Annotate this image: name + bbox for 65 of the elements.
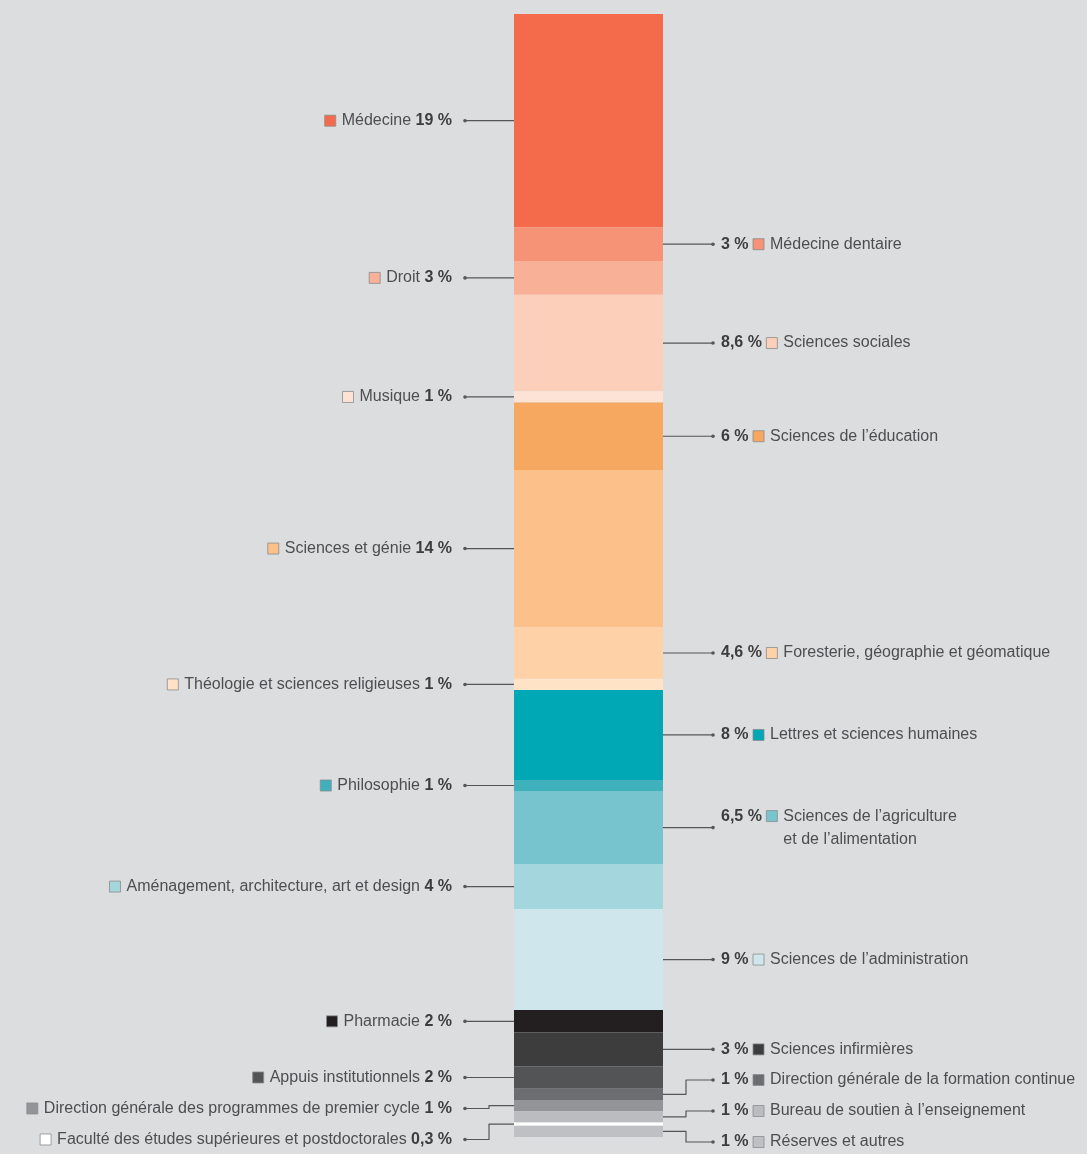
legend-label: Sciences de l’administration (770, 949, 969, 967)
legend-label: Sciences et génie (284, 538, 412, 556)
bar (514, 690, 663, 780)
data-label: 8,6 % (721, 333, 762, 351)
data-label: 1 % (721, 1070, 749, 1088)
data-label: 4,6 % (721, 643, 762, 661)
data-label: 3 % (721, 1039, 749, 1057)
data-label: 2 % (424, 1011, 453, 1029)
legend-label: Direction générale des programmes de premier cycle (43, 1098, 421, 1116)
legend-label: Aménagement, architecture, art et design (126, 876, 420, 894)
legend-label: Sciences sociales (783, 333, 911, 351)
bar (514, 294, 663, 392)
legend-label: Pharmacie (343, 1011, 421, 1029)
legend-label: Direction générale de la formation continue (770, 1070, 1076, 1088)
bar (514, 909, 663, 1011)
data-label: 4 % (424, 876, 453, 894)
bar (514, 261, 663, 295)
legend-label: Médecine dentaire (770, 234, 902, 252)
data-label: 1 % (424, 775, 453, 793)
bar (514, 227, 663, 262)
data-label: 9 % (721, 949, 749, 967)
bar (514, 14, 663, 228)
bar (514, 678, 663, 691)
legend-label: Bureau de soutien à l’enseignement (770, 1101, 1026, 1119)
legend-label: Appuis institutionnels (269, 1067, 420, 1085)
legend-label: Foresterie, géographie et géomatique (783, 643, 1051, 661)
bar (514, 1111, 663, 1123)
bar (514, 1099, 663, 1112)
data-label: 2 % (424, 1067, 453, 1085)
data-label: 3 % (424, 268, 453, 286)
legend-label: Droit (386, 268, 421, 286)
data-label: 1 % (424, 387, 453, 405)
bar (514, 391, 663, 403)
data-label: 19 % (415, 111, 452, 129)
data-label: 6,5 % (721, 806, 762, 824)
bar (514, 1122, 663, 1126)
legend-label: Musique (359, 387, 421, 405)
legend-label: Réserves et autres (770, 1132, 905, 1150)
data-label: 14 % (415, 538, 452, 556)
bar (514, 864, 663, 910)
data-label: 1 % (424, 674, 453, 692)
bar (514, 1088, 663, 1100)
bar (514, 402, 663, 470)
bar (514, 469, 663, 628)
bar (514, 1125, 663, 1137)
legend-label: Sciences infirmières (770, 1039, 914, 1057)
bar (514, 791, 663, 865)
data-label: 1 % (721, 1132, 749, 1150)
bar (514, 627, 663, 679)
legend-label: Théologie et sciences religieuses (184, 674, 420, 692)
bar (514, 1032, 663, 1067)
bar (514, 779, 663, 792)
bar (514, 1010, 663, 1033)
data-label: 8 % (721, 725, 749, 743)
data-label: 6 % (721, 426, 749, 444)
legend-label: Faculté des études supérieures et postdoctorales (57, 1129, 407, 1147)
data-label: 1 % (424, 1098, 453, 1116)
legend-label: Médecine (341, 111, 412, 129)
legend-label: Sciences de l’éducation (770, 426, 939, 444)
data-label: 0,3 % (411, 1129, 453, 1147)
legend-label: Lettres et sciences humaines (770, 725, 978, 743)
legend-label: Philosophie (337, 775, 421, 793)
data-label: 3 % (721, 234, 749, 252)
legend-label: Sciences de l’agriculture et de l’alimentation (783, 806, 957, 847)
data-label: 1 % (721, 1101, 749, 1119)
